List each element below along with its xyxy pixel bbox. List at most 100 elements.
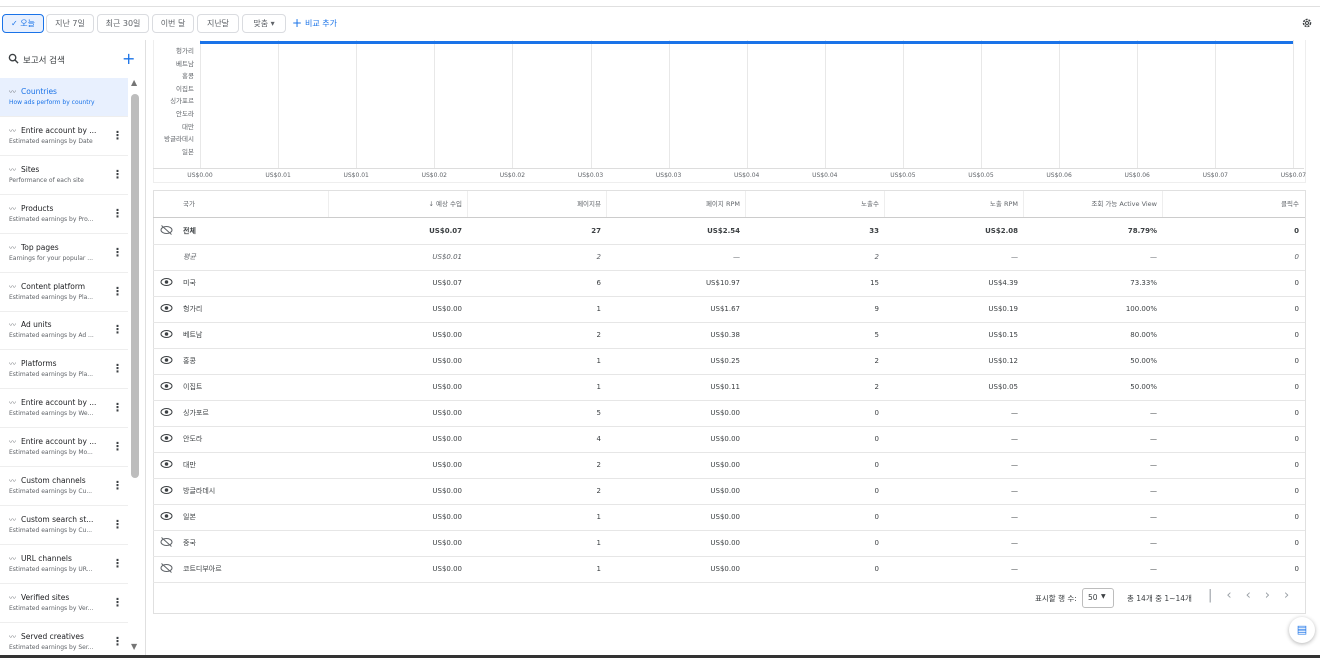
grid-line — [278, 40, 280, 168]
column-header[interactable]: 클릭수 — [1281, 200, 1299, 208]
scroll-down[interactable]: ▼ — [131, 642, 138, 651]
cell-value: 0 — [874, 565, 879, 573]
page-nav[interactable]: |‹‹›› | — [1208, 588, 1320, 603]
cell-value: US$0.00 — [710, 487, 740, 495]
report-subtitle: Performance of each site — [9, 176, 84, 184]
column-header[interactable]: 페이지뷰 — [577, 200, 601, 208]
grid-line — [746, 40, 748, 168]
grid-line — [1137, 40, 1139, 168]
report-title: Custom channels — [21, 476, 86, 485]
report-icon: 〰 — [9, 477, 16, 485]
row-label: 안도라 — [183, 435, 203, 443]
range-button[interactable]: 지난 7일 — [46, 14, 94, 33]
range-button[interactable]: 지난달 — [197, 14, 239, 33]
report-item[interactable]: 〰 Ad units Estimated earnings by Ad ... ⋮ — [0, 311, 128, 351]
add-report[interactable]: + — [122, 49, 136, 68]
report-item[interactable]: 〰 Top pages Earnings for your popular ... ⋮ — [0, 234, 128, 273]
visibility-toggle[interactable] — [160, 355, 173, 369]
cell-value: — — [1011, 513, 1018, 521]
report-item[interactable]: 〰 Custom channels Estimated earnings by Cu… — [0, 467, 128, 506]
report-title: Entire account by ... — [21, 398, 97, 408]
column-header[interactable]: 국가 — [183, 200, 195, 208]
visibility-toggle[interactable] — [160, 407, 173, 421]
cell-value: US$10.97 — [705, 279, 740, 287]
report-title: Content platform — [21, 281, 86, 291]
report-icon: 〰 — [9, 399, 16, 408]
report-title: Custom search st... — [21, 514, 94, 524]
report-item[interactable]: 〰 Entire account by ... Estimated earnings… — [0, 389, 128, 429]
x-tick-label: US$0.03 — [577, 172, 604, 179]
cell-value: 2 — [874, 357, 879, 365]
cell-value: US$0.00 — [432, 461, 462, 469]
search-input[interactable]: 보고서 검색 — [23, 56, 65, 66]
dropdown-arrow: ▼ — [1101, 593, 1106, 600]
report-title: Countries — [21, 87, 57, 96]
cell-value: 2 — [596, 461, 601, 469]
column-header[interactable]: ↓ 예상 수입 — [428, 200, 462, 208]
visibility-toggle[interactable] — [160, 537, 173, 551]
column-header[interactable]: 노출 RPM — [989, 200, 1018, 208]
row-divider — [153, 426, 1305, 427]
report-item[interactable]: 〰 Countries How ads perform by country — [0, 78, 128, 117]
row-label: 미국 — [183, 279, 196, 287]
page-range: 총 14개 중 1~14개 — [1127, 594, 1192, 603]
report-item[interactable]: 〰 Entire account by ... Estimated earnings… — [0, 428, 128, 468]
report-icon: 〰 — [9, 632, 16, 641]
row-label: 헝가리 — [183, 305, 203, 313]
report-item[interactable]: 〰 URL channels Estimated earnings by UR...… — [0, 545, 128, 584]
report-subtitle: Estimated earnings by Ser... — [9, 643, 94, 651]
visibility-toggle[interactable] — [160, 563, 173, 577]
cell-value: 1 — [596, 357, 601, 365]
report-item[interactable]: 〰 Served creatives Estimated earnings by S… — [0, 623, 128, 658]
row-divider — [153, 348, 1305, 349]
report-icon: 〰 — [9, 204, 16, 213]
row-divider — [153, 322, 1305, 323]
cell-value: US$0.00 — [710, 461, 740, 469]
report-item[interactable]: 〰 Entire account by ... Estimated earnings… — [0, 117, 128, 156]
visibility-toggle[interactable] — [160, 225, 173, 239]
bar — [200, 41, 1293, 44]
report-item[interactable]: 〰 Custom search st... Estimated earnings b… — [0, 506, 128, 545]
rows-select[interactable] — [1082, 588, 1114, 608]
report-menu: ⋮ — [112, 440, 123, 454]
report-item[interactable]: 〰 Products Estimated earnings by Pro... ⋮ — [0, 195, 128, 234]
x-tick-label: US$0.07 — [1202, 172, 1228, 179]
range-button[interactable]: 이번 달 — [152, 14, 194, 33]
visibility-toggle[interactable] — [160, 433, 173, 447]
visibility-toggle[interactable] — [160, 459, 173, 473]
row-divider — [153, 478, 1305, 479]
visibility-toggle[interactable] — [160, 381, 173, 395]
column-header[interactable]: 조회 가능 Active View — [1091, 200, 1157, 208]
visibility-toggle[interactable] — [160, 329, 173, 343]
column-header[interactable]: 페이지 RPM — [705, 200, 740, 208]
feedback-button[interactable]: ▤ — [1289, 617, 1315, 643]
report-item[interactable]: 〰 Sites Performance of each site ⋮ — [0, 156, 128, 195]
report-title: Entire account by ... — [21, 437, 97, 447]
report-title: Platforms — [21, 359, 57, 369]
report-item[interactable]: 〰 Content platform Estimated earnings by P… — [0, 273, 128, 312]
cell-value: 0 — [874, 461, 879, 469]
report-item[interactable]: 〰 Platforms Estimated earnings by Pla... ⋮ — [0, 350, 128, 390]
report-icon: 〰 — [9, 593, 16, 602]
compare-link[interactable]: 비교 추가 — [305, 19, 337, 28]
cell-value: 0 — [874, 409, 879, 417]
cell-value: — — [1150, 513, 1157, 521]
cell-value: 4 — [596, 435, 601, 443]
grid-line — [981, 40, 982, 168]
range-button[interactable]: ✓ 오늘 — [2, 14, 44, 33]
visibility-toggle[interactable] — [160, 277, 173, 291]
cell-value: US$2.08 — [985, 227, 1018, 235]
visibility-toggle[interactable] — [160, 511, 173, 525]
report-item[interactable]: 〰 Verified sites Estimated earnings by Ver… — [0, 584, 128, 623]
range-button[interactable]: 맞춤 ▾ — [242, 14, 286, 33]
report-menu: ⋮ — [112, 167, 123, 181]
range-button[interactable]: 최근 30일 — [97, 14, 149, 33]
column-header[interactable]: 노출수 — [861, 200, 879, 208]
visibility-toggle[interactable] — [160, 303, 173, 317]
scroll-up[interactable]: ▲ — [131, 78, 138, 87]
visibility-toggle[interactable] — [160, 485, 173, 499]
cell-value: US$0.00 — [432, 305, 462, 313]
settings-icon[interactable] — [1301, 17, 1313, 29]
grid-line — [1059, 40, 1061, 168]
cell-value: — — [1011, 409, 1018, 417]
